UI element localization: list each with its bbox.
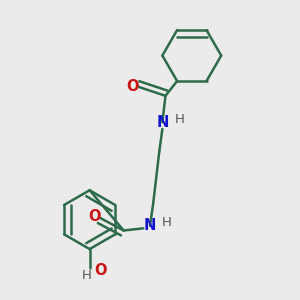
Text: O: O bbox=[88, 209, 101, 224]
Text: H: H bbox=[82, 269, 92, 282]
Text: H: H bbox=[175, 112, 184, 125]
Text: N: N bbox=[144, 218, 156, 233]
Text: H: H bbox=[162, 216, 172, 229]
Text: N: N bbox=[156, 115, 169, 130]
Text: O: O bbox=[126, 79, 138, 94]
Text: O: O bbox=[94, 263, 107, 278]
